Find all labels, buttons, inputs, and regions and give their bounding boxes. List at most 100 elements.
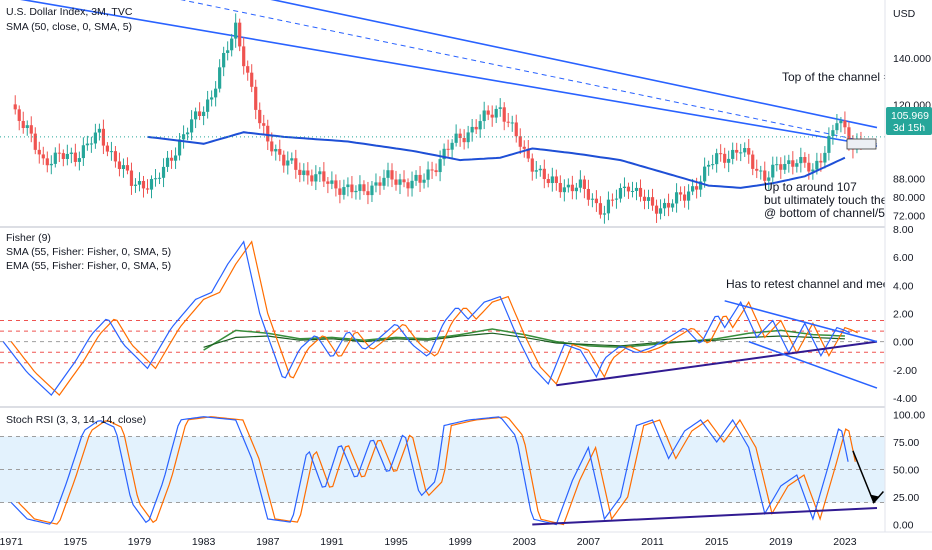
candle-body (45, 158, 49, 166)
fisher-pane: Fisher (9) SMA (55, Fisher: Fisher, 0, S… (0, 232, 893, 397)
candle-body (49, 163, 53, 166)
candle-body (358, 184, 362, 191)
candle-body (582, 179, 586, 189)
candle-body (554, 176, 558, 184)
candle-body (518, 136, 522, 147)
candle-body (763, 170, 767, 181)
candle-body (819, 160, 823, 163)
candle-body (707, 164, 711, 167)
time-axis[interactable]: 1971 1975 1979 1983 1987 1991 1995 1999 2003 2007… (0, 531, 932, 548)
price-axis-bg (885, 0, 932, 550)
time-tick-1975: 1975 (64, 536, 88, 548)
candle-body (177, 139, 182, 156)
candle-body (839, 120, 843, 124)
candle-body (294, 158, 298, 170)
candle-body (165, 157, 170, 167)
candle-body (674, 192, 679, 204)
channel-top-line (270, 0, 878, 129)
fisher-title: Fisher (9) (6, 232, 51, 244)
candle-body (823, 152, 827, 163)
candle-body (486, 110, 490, 115)
time-tick-1971: 1971 (0, 536, 23, 548)
candle-body (703, 166, 707, 182)
candle-body (382, 177, 386, 186)
candle-body (157, 177, 162, 179)
fisher-sma-legend: SMA (55, Fisher: Fisher, 0, SMA, 5) (6, 246, 171, 258)
candle-body (795, 163, 799, 167)
fisher-support-line (556, 340, 878, 387)
candle-body (735, 149, 739, 153)
candle-body (422, 179, 426, 183)
candle-body (494, 108, 498, 118)
candle-body (390, 170, 394, 180)
candle-body (346, 184, 350, 188)
candle-body (222, 52, 226, 68)
candle-body (362, 184, 366, 192)
candle-body (566, 184, 570, 188)
note-target-2: but ultimately touch the (764, 193, 888, 207)
price-tick-88.000: 88.000 (893, 174, 925, 186)
candle-body (169, 157, 174, 161)
candle-body (149, 178, 154, 190)
candle-body (314, 174, 318, 182)
candle-body (53, 152, 57, 164)
candle-body (723, 153, 727, 163)
candle-body (206, 99, 210, 112)
candle-body (743, 148, 747, 153)
candle-body (322, 171, 326, 182)
stoch-tick-75.00: 75.00 (893, 437, 919, 449)
candle-body (739, 152, 743, 154)
candle-body (342, 187, 346, 195)
candle-body (290, 158, 294, 161)
time-tick-1979: 1979 (128, 536, 152, 548)
candle-body (350, 184, 354, 193)
candle-body (727, 158, 731, 163)
candle-body (502, 107, 506, 122)
stoch-k-line (10, 416, 849, 526)
candle-body (594, 198, 599, 204)
candle-body (654, 205, 659, 214)
candle-body (133, 184, 138, 186)
candle-body (787, 160, 791, 164)
fisher-tick-6.00: 6.00 (893, 252, 914, 264)
candle-body (326, 181, 330, 184)
time-tick-2011: 2011 (641, 536, 664, 548)
candle-body (266, 125, 270, 142)
note-target-1: Up to around 107 (764, 180, 857, 194)
candle-body (687, 191, 691, 201)
candle-body (606, 199, 611, 214)
note-top-channel: Top of the channel = (782, 70, 890, 84)
candle-body (173, 155, 178, 161)
candle-body (590, 198, 595, 200)
candle-body (815, 160, 819, 170)
candle-body (835, 123, 839, 131)
candle-body (767, 177, 771, 181)
candle-body (57, 152, 61, 154)
candle-body (113, 151, 118, 162)
candle-body (394, 179, 398, 185)
candle-body (218, 67, 222, 89)
fisher-trigger-line (10, 240, 858, 397)
last-price-tag: 105.969 3d 15h (886, 107, 932, 135)
candle-body (450, 142, 454, 150)
candle-body (699, 181, 703, 190)
candle-body (478, 121, 482, 130)
candle-body (682, 194, 687, 201)
candle-body (715, 153, 719, 165)
candle-body (642, 196, 647, 201)
candle-body (81, 145, 85, 159)
candle-body (454, 133, 458, 143)
candle-body (803, 157, 807, 163)
candle-body (414, 174, 418, 181)
candle-body (630, 190, 635, 192)
channel-dashed-line (180, 0, 878, 145)
candle-body (586, 188, 590, 200)
candle-body (302, 170, 306, 175)
candle-body (614, 198, 619, 200)
fisher-sma-line (203, 328, 845, 351)
candle-body (574, 187, 578, 192)
candle-body (238, 22, 242, 47)
candle-body (105, 145, 110, 152)
candle-body (807, 162, 811, 172)
